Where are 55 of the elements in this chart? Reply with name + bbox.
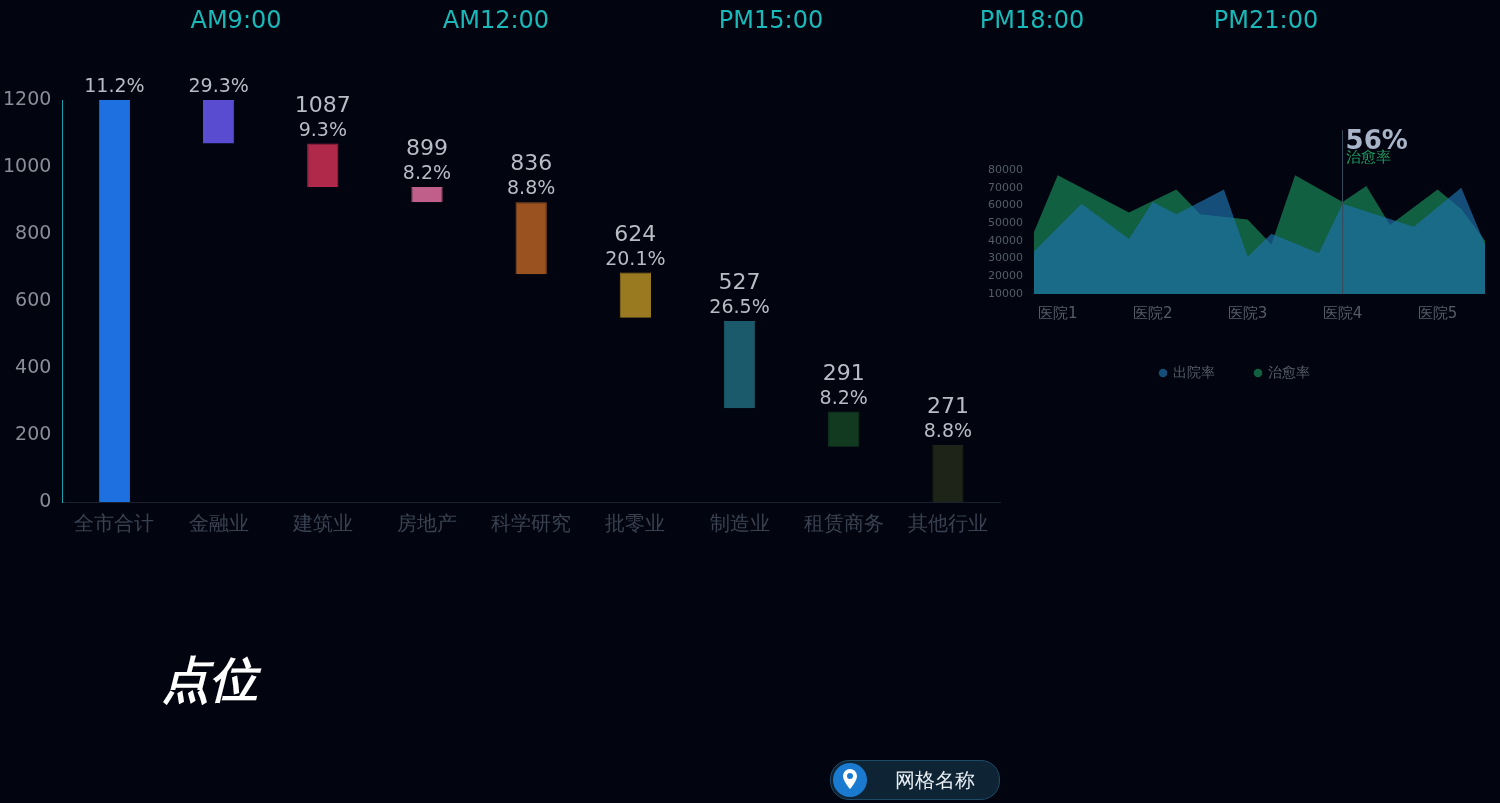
x-tick-label: 科学研究 — [491, 511, 572, 536]
y-tick-label: 40000 — [987, 233, 1023, 247]
x-tick-label: 租赁商务 — [803, 511, 884, 536]
y-tick-label: 400 — [15, 354, 52, 377]
bar — [307, 143, 339, 188]
text: PM18:00 — [978, 6, 1086, 34]
y-tick-label: 60000 — [987, 198, 1023, 212]
y-tick-label: 600 — [15, 287, 52, 310]
x-tick-label: 医院2 — [1132, 303, 1173, 322]
annotation: 29.3% — [188, 74, 249, 96]
annotation: 11.2% — [84, 74, 145, 96]
x-tick-label: 制造业 — [709, 511, 770, 536]
legend-label: 治愈率 — [1268, 363, 1310, 380]
bar — [98, 100, 131, 502]
annotation: 291 8.2% — [819, 359, 868, 408]
bar — [828, 411, 860, 447]
y-tick-label: 20000 — [987, 269, 1023, 283]
x-tick-label: 医院1 — [1037, 303, 1078, 322]
bar — [515, 202, 547, 275]
x-tick-label: 全市合计 — [74, 511, 155, 536]
x-tick-label: 建筑业 — [291, 511, 353, 536]
legend-label: 出院率 — [1173, 363, 1215, 380]
bar — [203, 100, 235, 144]
y-tick-label: 30000 — [987, 251, 1023, 265]
y-tick-label: 50000 — [987, 216, 1023, 229]
bar — [932, 445, 964, 502]
x-tick-label: 其他行业 — [907, 511, 988, 536]
y-tick-label: 10000 — [987, 286, 1023, 300]
x-tick-label: 医院3 — [1227, 303, 1268, 322]
bar — [723, 321, 756, 409]
text: PM21:00 — [1212, 6, 1320, 34]
bar — [411, 187, 443, 203]
text: AM12:00 — [441, 6, 551, 34]
x-tick-label: 医院4 — [1322, 303, 1363, 322]
annotation: 899 8.2% — [402, 135, 452, 184]
annotation: 527 26.5% — [709, 269, 770, 318]
text: AM9:00 — [189, 6, 283, 34]
y-tick-label: 800 — [15, 220, 52, 243]
annotation: 836 8.8% — [507, 150, 556, 199]
x-tick-label: 房地产 — [396, 511, 457, 536]
x-tick-label: 批零业 — [605, 511, 666, 536]
x-tick-label: 金融业 — [188, 511, 249, 536]
annotation: 624 20.1% — [605, 220, 666, 269]
y-tick-label: 0 — [39, 488, 52, 511]
y-tick-label: 80000 — [987, 162, 1023, 176]
text: 网格名称 — [895, 766, 975, 794]
annotation: 1087 9.3% — [294, 91, 351, 140]
bar — [619, 272, 651, 318]
y-tick-label: 200 — [15, 421, 52, 444]
annotation: 271 8.8% — [923, 393, 973, 442]
y-tick-label: 1000 — [2, 153, 52, 176]
x-tick-label: 医院5 — [1417, 303, 1458, 322]
text: PM15:00 — [717, 6, 825, 34]
y-tick-label: 70000 — [987, 180, 1023, 194]
y-tick-label: 1200 — [2, 86, 52, 109]
